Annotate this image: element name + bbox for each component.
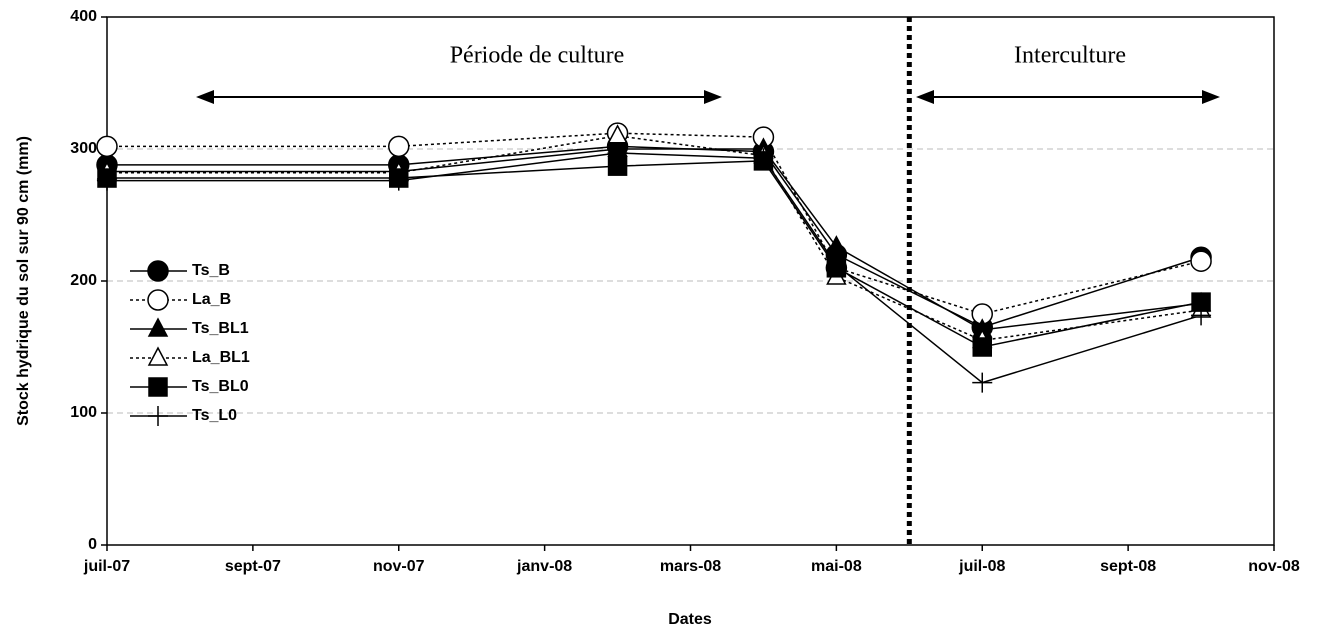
- y-axis-label: Stock hydrique du sol sur 90 cm (mm): [15, 136, 32, 426]
- series-line: [107, 148, 1202, 331]
- plot-frame: [106, 16, 1275, 546]
- x-tick-label: juil-08: [958, 558, 1005, 575]
- y-tick-label: 100: [70, 404, 97, 421]
- marker: [826, 255, 847, 276]
- y-tick-label: 200: [70, 272, 97, 289]
- marker: [607, 124, 628, 144]
- marker: [96, 135, 118, 158]
- x-tick-label: janv-08: [516, 558, 572, 575]
- marker: [972, 337, 992, 357]
- legend-label: Ts_BL0: [192, 378, 249, 395]
- series-line: [107, 132, 1202, 315]
- marker: [607, 142, 628, 163]
- x-tick-label: mai-08: [811, 558, 862, 575]
- marker: [1191, 305, 1212, 326]
- legend-marker: [148, 406, 168, 426]
- legend-label: Ts_BL1: [192, 320, 249, 337]
- x-tick-label: sept-07: [225, 558, 281, 575]
- series-line: [107, 152, 1202, 384]
- x-tick-label: juil-07: [83, 558, 130, 575]
- legend-marker: [147, 260, 169, 282]
- annotation: Interculture: [1014, 43, 1126, 69]
- marker: [972, 372, 993, 393]
- marker: [97, 170, 117, 191]
- y-tick-label: 400: [70, 8, 97, 25]
- legend-marker: [147, 346, 169, 366]
- annotation: Période de culture: [450, 43, 625, 69]
- x-tick-label: sept-08: [1100, 558, 1156, 575]
- legend-label: La_BL1: [192, 349, 250, 366]
- marker: [1190, 250, 1212, 272]
- legend-label: Ts_L0: [192, 407, 237, 424]
- legend-marker: [148, 377, 168, 397]
- marker: [753, 148, 774, 169]
- legend-label: Ts_B: [192, 262, 230, 279]
- y-tick-label: 0: [88, 536, 97, 553]
- x-axis-label: Dates: [668, 611, 712, 628]
- series-line: [107, 160, 1202, 348]
- legend-marker: [147, 289, 169, 311]
- x-tick-label: nov-07: [373, 558, 425, 575]
- period-arrows: [196, 90, 1220, 104]
- legend-marker: [147, 317, 169, 337]
- x-tick-label: nov-08: [1248, 558, 1300, 575]
- marker: [388, 170, 409, 191]
- marker: [826, 235, 847, 255]
- legend-label: La_B: [192, 291, 231, 308]
- x-tick-label: mars-08: [660, 558, 721, 575]
- marker: [388, 135, 410, 158]
- legend: Ts_B La_B Ts_BL1 La_BL1 Ts_BL0 Ts_L0: [130, 260, 250, 426]
- y-tick-label: 300: [70, 140, 97, 157]
